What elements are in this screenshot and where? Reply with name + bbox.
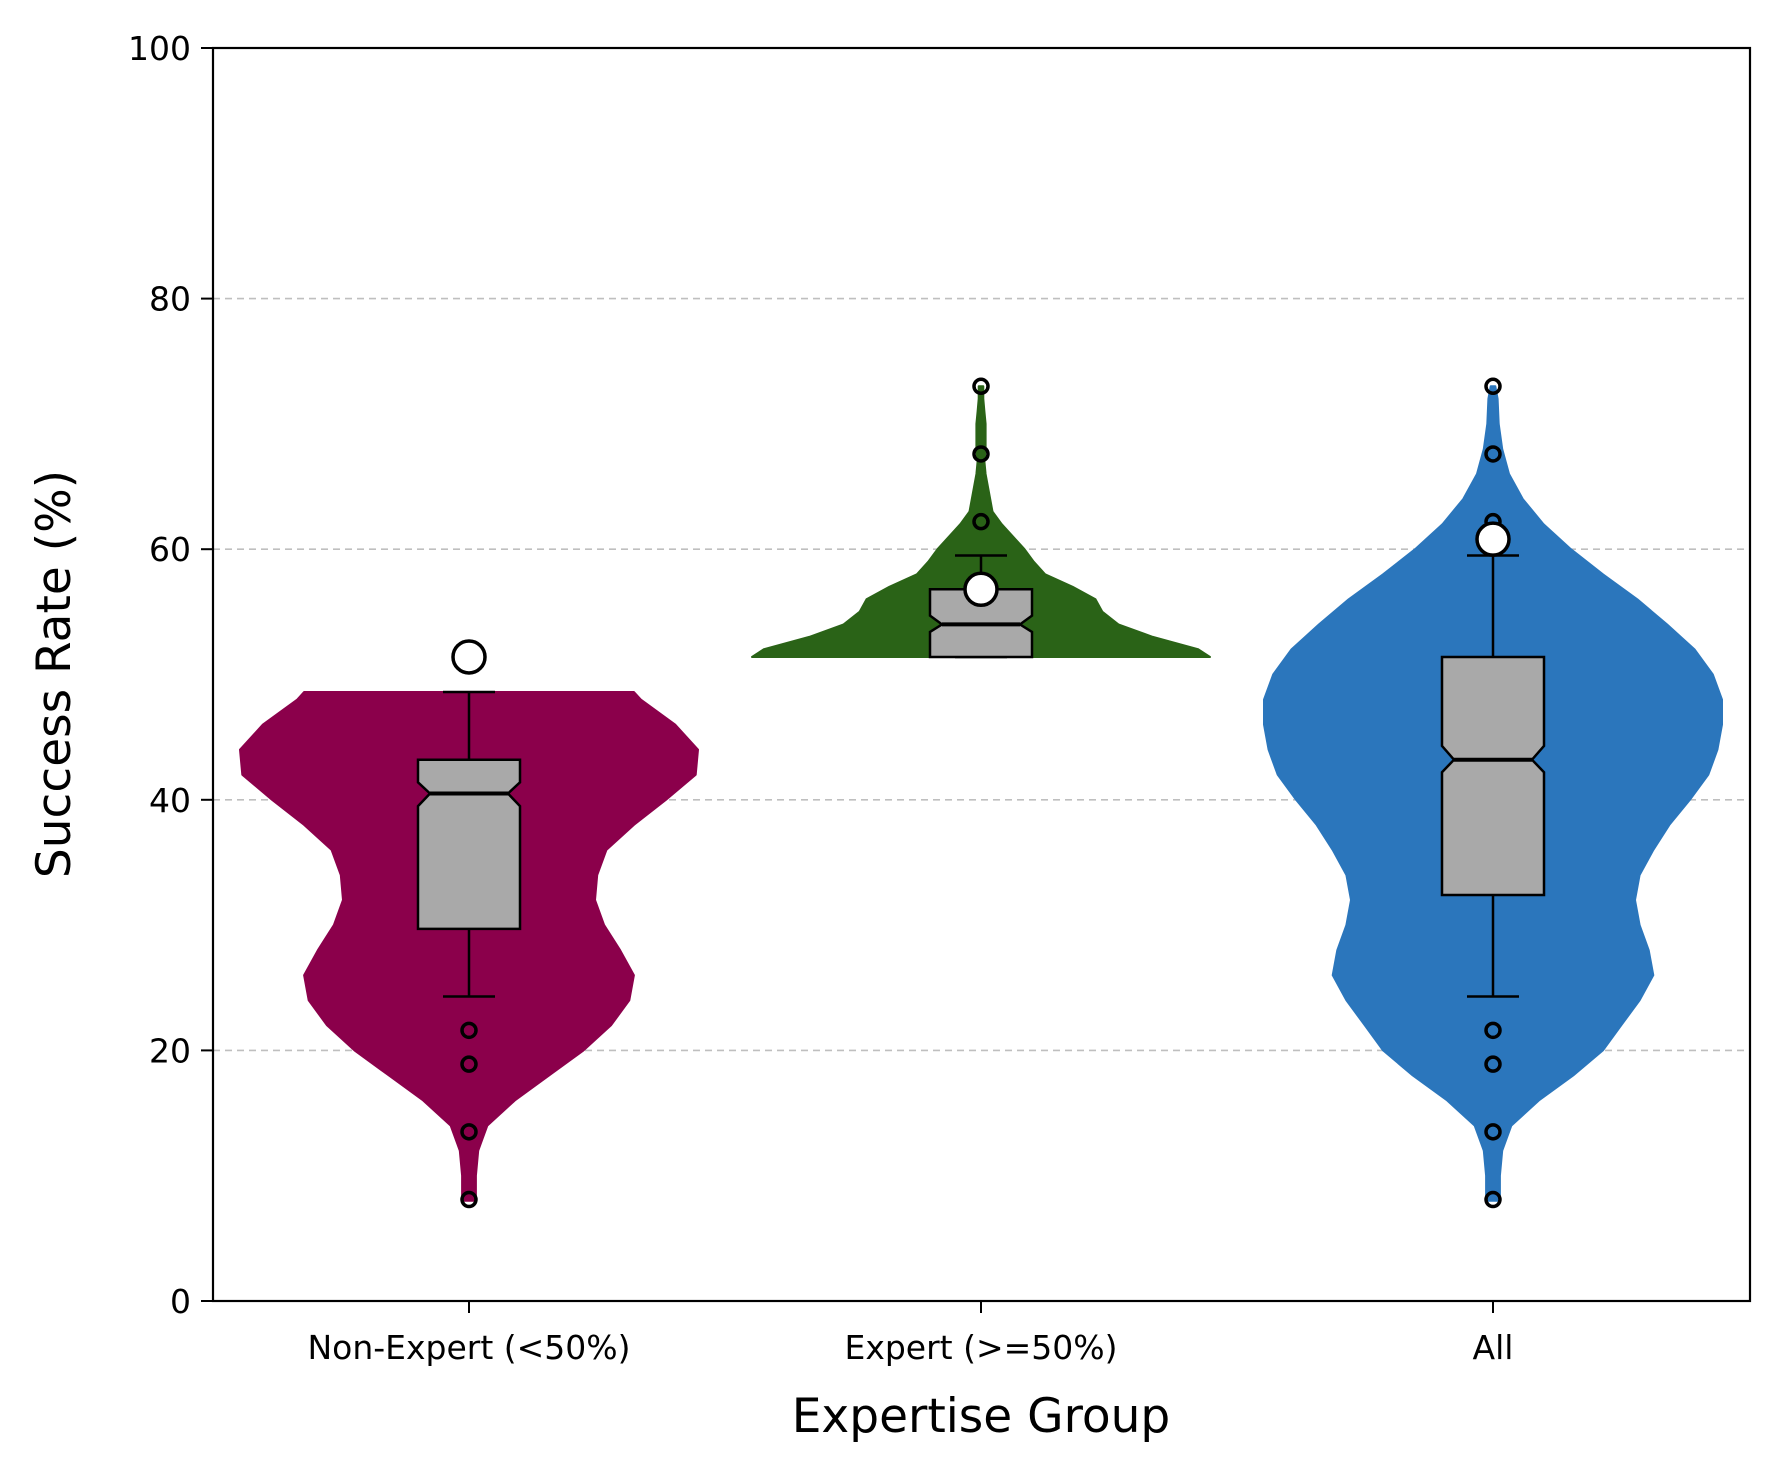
y-tick-label: 0: [170, 1282, 191, 1321]
outlier-point: [460, 1055, 478, 1073]
y-axis-title: Success Rate (%): [27, 470, 82, 878]
outlier-point: [1484, 445, 1502, 463]
x-tick-label: All: [1473, 1328, 1514, 1367]
outlier-point: [1484, 1021, 1502, 1040]
y-tick-label: 80: [149, 280, 191, 319]
outlier-point: [1484, 1055, 1502, 1073]
points: [451, 377, 1511, 1209]
outlier-point: [460, 1123, 478, 1141]
mean-marker: [963, 571, 999, 608]
outlier-point: [1484, 1190, 1502, 1209]
outlier-point: [972, 445, 990, 463]
outlier-point: [1484, 377, 1502, 396]
outlier-point: [460, 1190, 478, 1209]
axes: 0 20 40 60 80 100 Non-Expert (<50%) Expert (>=5…: [128, 29, 1513, 1367]
violin-1: [751, 385, 1211, 658]
y-tick-label: 60: [149, 530, 191, 569]
y-tick-label: 20: [149, 1031, 191, 1070]
x-tick-label: Expert (>=50%): [844, 1328, 1117, 1367]
outlier-point: [972, 377, 990, 396]
box-0: [416, 758, 522, 931]
outlier-point: [972, 512, 990, 531]
mean-marker: [451, 639, 487, 675]
outlier-point: [460, 1021, 478, 1040]
x-axis-title: Expertise Group: [792, 1389, 1171, 1444]
mean-marker: [1475, 521, 1511, 557]
x-tick-label: Non-Expert (<50%): [307, 1328, 630, 1367]
y-tick-label: 40: [149, 781, 191, 820]
y-tick-label: 100: [128, 29, 191, 68]
box-2: [1440, 655, 1546, 897]
outlier-point: [1484, 1123, 1502, 1141]
boxplots: [416, 554, 1546, 998]
